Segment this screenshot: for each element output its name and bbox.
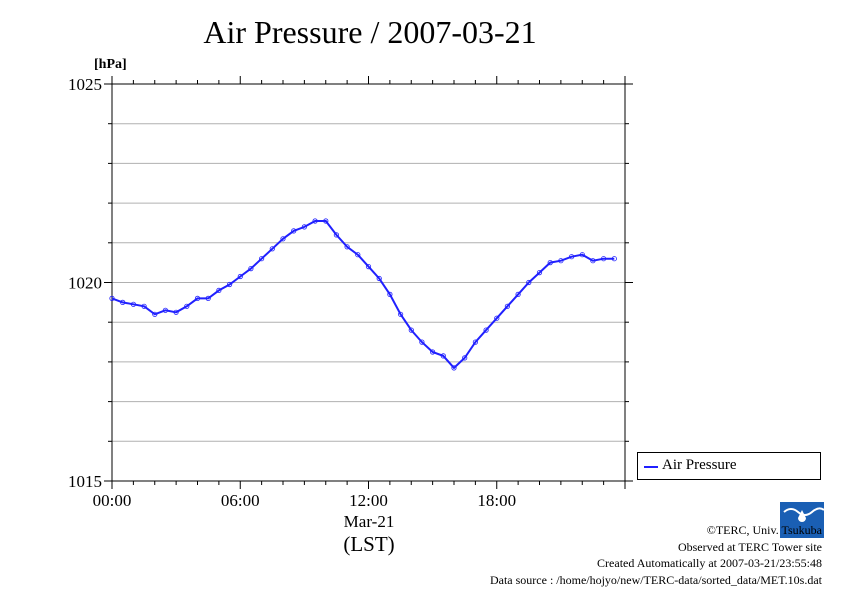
data-point [462, 355, 468, 361]
data-point [184, 303, 190, 309]
y-unit-label: [hPa] [94, 57, 127, 72]
data-point [344, 244, 350, 250]
data-point [173, 309, 179, 315]
data-point [600, 256, 607, 262]
legend: Air Pressure [637, 452, 821, 480]
grid-lines [112, 123, 625, 442]
data-point [387, 291, 393, 297]
data-point [237, 273, 243, 280]
data-point [376, 275, 382, 282]
data-point [419, 339, 425, 345]
x-tick-label: 06:00 [221, 491, 260, 510]
created-text: Created Automatically at 2007-03-21/23:5… [597, 556, 822, 570]
series-air-pressure [109, 218, 617, 371]
data-point [301, 224, 307, 230]
data-point [109, 295, 115, 301]
x-axis: 00:00 06:00 12:00 18:00 [93, 76, 626, 510]
data-point [568, 254, 575, 260]
data-point [205, 295, 211, 301]
observed-text: Observed at TERC Tower site [677, 539, 822, 554]
data-point [152, 311, 158, 317]
data-point [397, 311, 404, 317]
x-unit-label: (LST) [343, 532, 394, 556]
data-point [515, 291, 521, 297]
chart-title: Air Pressure / 2007-03-21 [203, 14, 537, 50]
data-point [504, 303, 510, 309]
data-point [526, 279, 532, 286]
terc-logo [780, 502, 824, 538]
data-point [194, 295, 201, 301]
data-point [547, 259, 553, 266]
data-point [248, 265, 254, 272]
data-point [323, 218, 329, 224]
data-point [611, 256, 617, 262]
data-point [141, 303, 147, 309]
x-date-label: Mar-21 [344, 512, 395, 531]
data-point [280, 236, 286, 242]
data-point [558, 258, 564, 264]
data-point [162, 307, 168, 313]
data-point [483, 327, 489, 333]
data-point [227, 281, 233, 288]
data-point [440, 353, 446, 359]
copyright-text: ©TERC, Univ. Tsukuba [706, 523, 822, 537]
y-tick-label: 1020 [68, 274, 102, 293]
data-point [258, 256, 265, 262]
data-point [579, 252, 585, 258]
data-point [429, 349, 436, 355]
data-point [408, 327, 414, 333]
source-text: Data source : /home/hojyo/new/TERC-data/… [489, 572, 822, 587]
data-point [590, 258, 596, 264]
data-point [216, 287, 222, 293]
data-point [536, 269, 543, 276]
data-point [333, 232, 339, 238]
legend-swatch [644, 466, 658, 468]
data-point [355, 252, 361, 258]
data-point [291, 228, 297, 234]
data-point [120, 299, 126, 305]
x-tick-label: 18:00 [477, 491, 516, 510]
y-tick-label: 1015 [68, 472, 102, 491]
data-point [130, 301, 136, 307]
x-tick-label: 12:00 [349, 491, 388, 510]
data-point [269, 246, 275, 252]
data-point [451, 365, 457, 371]
data-point [472, 339, 478, 345]
y-tick-label: 1025 [68, 75, 102, 94]
x-tick-label: 00:00 [93, 491, 132, 510]
data-point [312, 218, 318, 224]
y-axis: 1015 1020 1025 [68, 75, 633, 491]
data-point [365, 263, 372, 270]
credits-block: ©TERC, Univ. Tsukuba Observed at TERC To… [490, 522, 822, 588]
legend-label: Air Pressure [662, 457, 737, 473]
data-point [494, 315, 500, 321]
